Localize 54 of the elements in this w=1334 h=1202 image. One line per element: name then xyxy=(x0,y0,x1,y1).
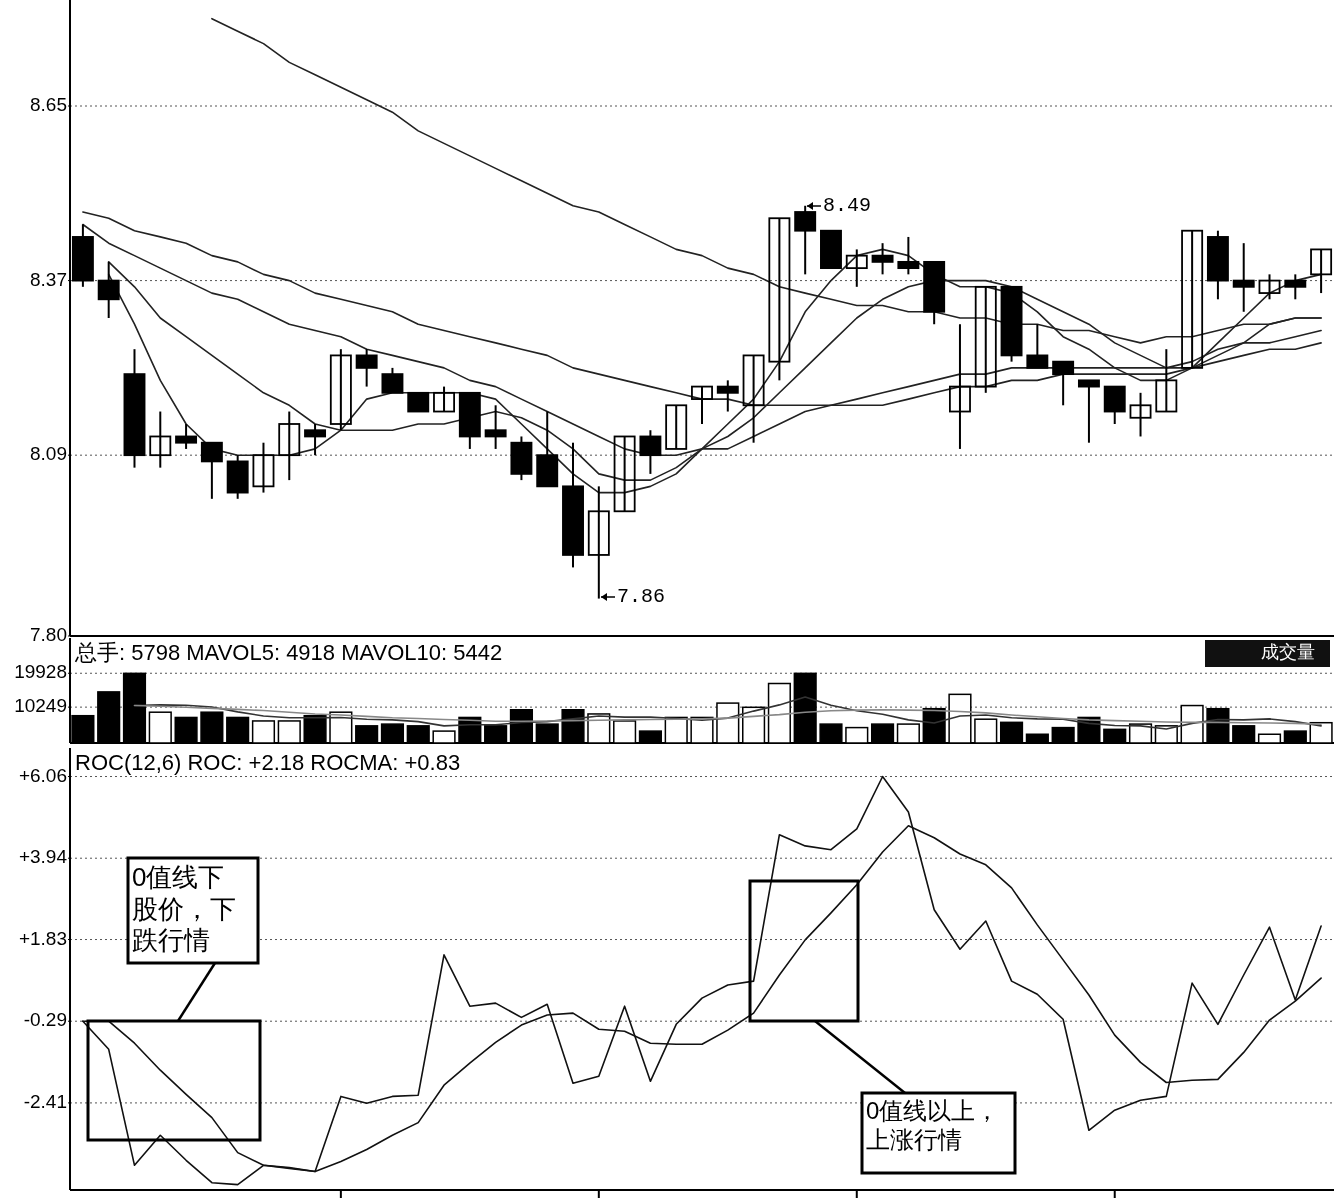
candlestick xyxy=(149,410,172,469)
y-tick-label: +1.83 xyxy=(18,927,67,949)
chart-title: ROC(12,6) ROC: +2.18 ROCMA: +0.83 xyxy=(75,750,461,775)
candlestick xyxy=(1181,229,1204,369)
y-tick-label: 8.37 xyxy=(30,268,67,290)
y-tick-label: 10249 xyxy=(14,695,67,717)
y-tick-label: -0.29 xyxy=(23,1009,67,1031)
candlestick xyxy=(897,235,920,276)
annotation: 0值线以上，上涨行情 xyxy=(866,1097,1000,1154)
candlestick xyxy=(1052,360,1075,407)
candlestick xyxy=(407,391,430,413)
candlestick xyxy=(665,404,688,450)
annotation: 8.49 xyxy=(823,194,872,218)
y-tick-label: -2.41 xyxy=(23,1090,67,1112)
candlestick xyxy=(1077,379,1100,444)
annotation: 成交量 xyxy=(1260,642,1315,663)
chart-title: 总手: 5798 MAVOL5: 4918 MAVOL10: 5442 xyxy=(74,640,503,665)
candlestick xyxy=(1284,273,1307,301)
candlestick xyxy=(845,248,868,288)
annotation: 7.86 xyxy=(617,585,666,609)
candlestick xyxy=(433,385,455,413)
candlestick xyxy=(1258,273,1281,301)
candlestick xyxy=(175,423,198,450)
y-tick-label: 19928 xyxy=(14,661,67,683)
candlestick xyxy=(1129,391,1152,438)
candlestick xyxy=(742,354,765,444)
candlestick xyxy=(329,348,352,432)
candlestick xyxy=(1155,348,1178,413)
candlestick xyxy=(871,242,894,276)
candlestick xyxy=(1232,242,1255,313)
candlestick xyxy=(484,404,507,450)
candlestick xyxy=(355,348,378,388)
candlestick xyxy=(1026,323,1049,369)
annotation: 0值线下股价，下跌行情 xyxy=(132,862,236,956)
candlestick xyxy=(716,379,739,413)
candlestick xyxy=(278,410,301,482)
y-tick-label: 7.80 xyxy=(30,624,67,646)
line-series xyxy=(133,704,1322,725)
candlestick xyxy=(252,441,275,494)
candlestick xyxy=(949,323,971,450)
candlestick xyxy=(304,423,327,457)
candlestick xyxy=(974,285,997,394)
candlestick xyxy=(1310,248,1333,295)
y-tick-label: 8.65 xyxy=(30,94,67,116)
y-tick-label: +6.06 xyxy=(18,764,67,786)
candlestick xyxy=(613,435,636,513)
candlestick xyxy=(200,441,223,500)
candlestick xyxy=(768,217,791,382)
y-tick-label: 8.09 xyxy=(30,443,67,465)
candlestick xyxy=(97,260,120,319)
candlestick xyxy=(381,366,404,394)
y-tick-label: +3.94 xyxy=(18,846,68,868)
candlestick xyxy=(691,385,713,425)
candlestick xyxy=(639,429,662,475)
